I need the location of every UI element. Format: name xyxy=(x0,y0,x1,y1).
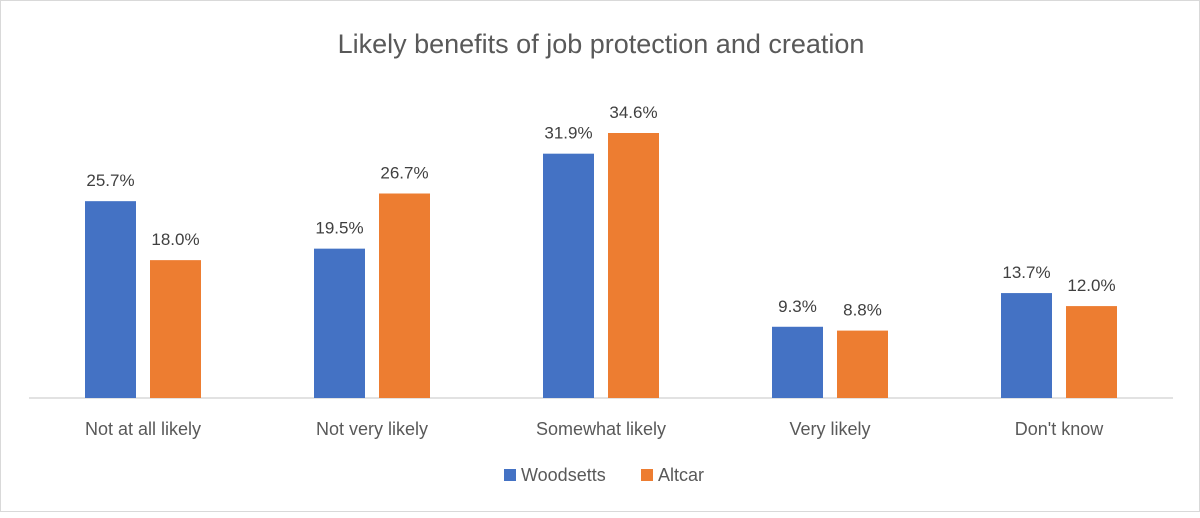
bar-altcar-don-t-know xyxy=(1066,306,1117,398)
data-label-woodsetts-not-at-all-likely: 25.7% xyxy=(86,171,134,190)
bar-woodsetts-not-at-all-likely xyxy=(85,201,136,398)
bar-altcar-somewhat-likely xyxy=(608,133,659,398)
bar-woodsetts-not-very-likely xyxy=(314,248,365,398)
data-label-altcar-not-very-likely: 26.7% xyxy=(380,164,428,183)
legend-swatch-woodsetts xyxy=(504,469,516,481)
legend: Woodsetts Altcar xyxy=(504,465,704,485)
legend-label-altcar: Altcar xyxy=(658,465,704,485)
x-tick-label-not-very-likely: Not very likely xyxy=(316,419,428,439)
value-labels-group: 25.7% 18.0% 19.5% 26.7% 31.9% 34.6% 9.3% 8.8% 13… xyxy=(86,103,1115,320)
x-tick-label-somewhat-likely: Somewhat likely xyxy=(536,419,666,439)
data-label-woodsetts-very-likely: 9.3% xyxy=(778,297,817,316)
data-label-woodsetts-don-t-know: 13.7% xyxy=(1002,263,1050,282)
x-tick-label-very-likely: Very likely xyxy=(789,419,870,439)
data-label-altcar-don-t-know: 12.0% xyxy=(1067,276,1115,295)
bar-altcar-not-very-likely xyxy=(379,193,430,398)
chart-title: Likely benefits of job protection and cr… xyxy=(338,29,865,59)
data-label-woodsetts-somewhat-likely: 31.9% xyxy=(544,124,592,143)
x-tick-label-not-at-all-likely: Not at all likely xyxy=(85,419,201,439)
bar-altcar-very-likely xyxy=(837,330,888,398)
legend-swatch-altcar xyxy=(641,469,653,481)
data-label-altcar-not-at-all-likely: 18.0% xyxy=(151,230,199,249)
data-label-woodsetts-not-very-likely: 19.5% xyxy=(315,219,363,238)
bar-altcar-not-at-all-likely xyxy=(150,260,201,398)
bar-woodsetts-don-t-know xyxy=(1001,293,1052,398)
data-label-altcar-somewhat-likely: 34.6% xyxy=(609,103,657,122)
bar-woodsetts-very-likely xyxy=(772,326,823,398)
data-label-altcar-very-likely: 8.8% xyxy=(843,301,882,320)
bar-woodsetts-somewhat-likely xyxy=(543,153,594,398)
x-tick-label-don-t-know: Don't know xyxy=(1015,419,1104,439)
category-labels-group: Not at all likely Not very likely Somewhat… xyxy=(85,419,1104,439)
bars-group xyxy=(85,133,1117,398)
legend-label-woodsetts: Woodsetts xyxy=(521,465,606,485)
